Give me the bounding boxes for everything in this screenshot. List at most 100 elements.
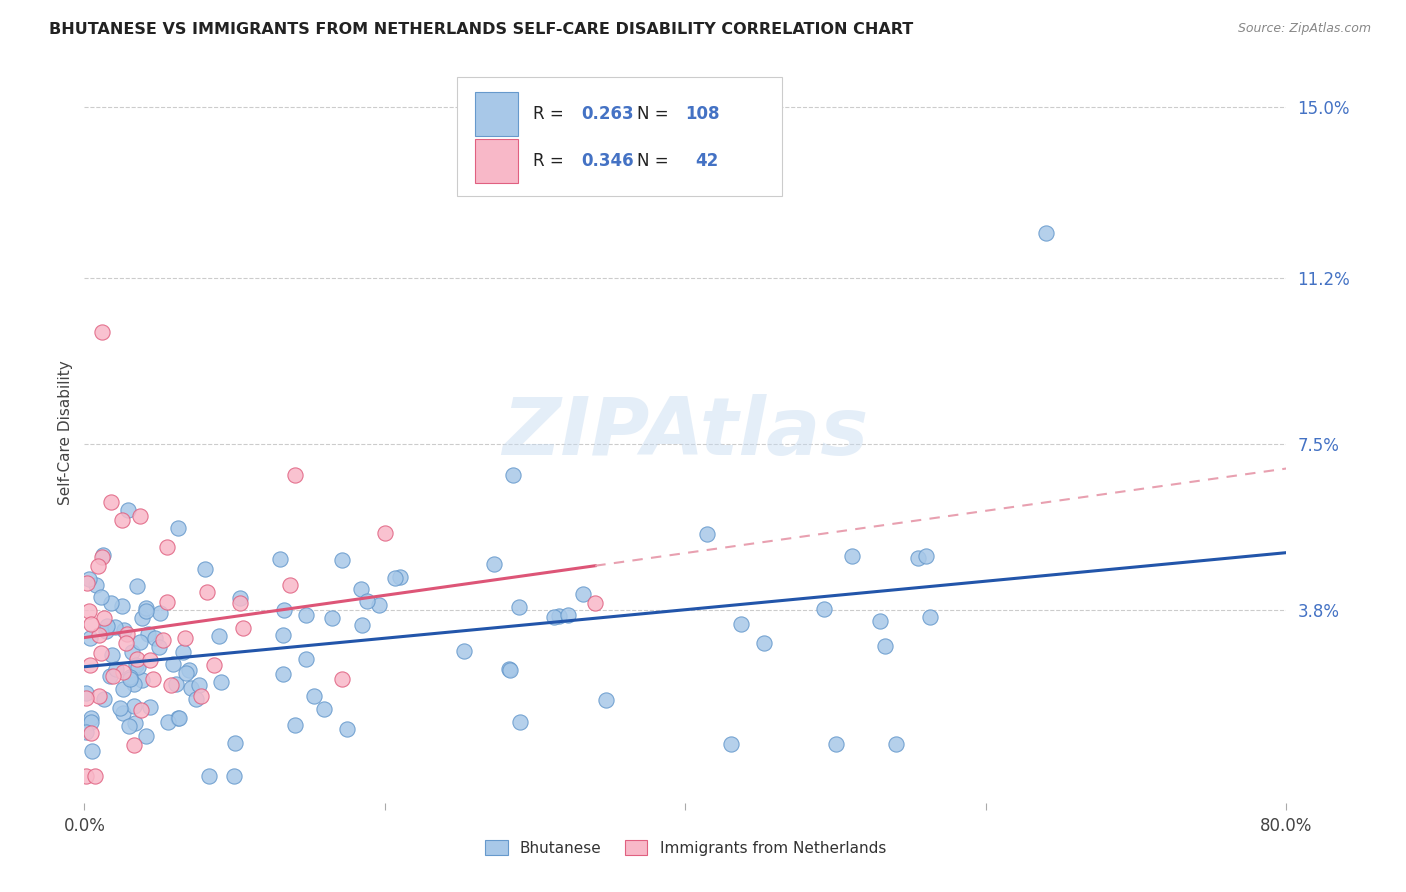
Point — [884, 738, 907, 752]
Point — [907, 551, 929, 566]
Point — [165, 676, 187, 690]
Point — [813, 602, 835, 616]
Point — [139, 700, 162, 714]
Point — [91, 325, 114, 339]
Point — [498, 662, 520, 676]
Point — [149, 606, 172, 620]
Point — [169, 711, 191, 725]
Point — [135, 601, 157, 615]
Point — [143, 632, 166, 646]
Point — [224, 735, 246, 749]
Point — [284, 717, 307, 731]
Point — [367, 598, 389, 612]
Point — [548, 609, 571, 624]
Point — [332, 673, 354, 687]
Point — [131, 610, 153, 624]
Point — [284, 468, 307, 483]
Point — [195, 585, 218, 599]
Point — [374, 526, 396, 541]
Point — [159, 678, 181, 692]
Point — [80, 711, 103, 725]
Point — [271, 628, 294, 642]
Text: 0.346: 0.346 — [581, 152, 634, 169]
Point — [194, 562, 217, 576]
Point — [77, 572, 100, 586]
Point — [96, 619, 118, 633]
Point — [294, 652, 316, 666]
Point — [508, 600, 530, 615]
Point — [915, 549, 938, 564]
Point — [156, 595, 179, 609]
Point — [121, 645, 143, 659]
Point — [129, 635, 152, 649]
Point — [79, 714, 101, 729]
Point — [232, 621, 254, 635]
Point — [142, 672, 165, 686]
FancyBboxPatch shape — [457, 78, 782, 195]
Point — [90, 646, 112, 660]
Point — [139, 652, 162, 666]
Point — [90, 590, 112, 604]
Point — [112, 665, 135, 680]
Point — [730, 617, 752, 632]
Point — [179, 663, 201, 677]
Point — [271, 667, 294, 681]
Point — [75, 769, 97, 783]
Point — [166, 521, 188, 535]
Point — [93, 692, 115, 706]
Point — [583, 596, 606, 610]
Point — [110, 701, 132, 715]
Point — [80, 616, 103, 631]
Point — [269, 552, 291, 566]
Text: R =: R = — [533, 152, 569, 169]
Point — [350, 582, 373, 596]
Point — [117, 502, 139, 516]
Point — [720, 738, 742, 752]
Point — [190, 689, 212, 703]
Point — [122, 698, 145, 713]
Point — [135, 729, 157, 743]
Point — [111, 706, 134, 721]
Point — [101, 669, 124, 683]
Point — [94, 624, 117, 638]
Point — [104, 662, 127, 676]
Point — [172, 645, 194, 659]
Point — [156, 540, 179, 554]
Point — [136, 627, 159, 641]
Point — [129, 703, 152, 717]
Point — [824, 738, 846, 752]
Legend: Bhutanese, Immigrants from Netherlands: Bhutanese, Immigrants from Netherlands — [478, 834, 893, 862]
Point — [131, 673, 153, 687]
Point — [176, 665, 198, 680]
Point — [208, 629, 231, 643]
Point — [79, 631, 101, 645]
Point — [112, 624, 135, 638]
Point — [104, 620, 127, 634]
Point — [75, 725, 97, 739]
Point — [543, 610, 565, 624]
Point — [173, 631, 195, 645]
Point — [335, 722, 357, 736]
Point — [90, 550, 112, 565]
Point — [869, 614, 891, 628]
Point — [198, 769, 221, 783]
Point — [167, 711, 190, 725]
Text: 108: 108 — [686, 105, 720, 123]
Point — [120, 673, 142, 687]
Point — [114, 636, 136, 650]
Point — [75, 685, 97, 699]
Point — [115, 626, 138, 640]
Point — [162, 657, 184, 671]
Point — [188, 678, 211, 692]
Point — [124, 716, 146, 731]
Text: ZIPAtlas: ZIPAtlas — [502, 393, 869, 472]
Point — [152, 632, 174, 647]
Point — [321, 611, 343, 625]
Point — [101, 648, 124, 662]
Point — [1035, 226, 1057, 240]
Text: N =: N = — [637, 105, 675, 123]
Point — [118, 670, 141, 684]
Point — [77, 604, 100, 618]
Point — [841, 549, 863, 563]
Point — [79, 658, 101, 673]
